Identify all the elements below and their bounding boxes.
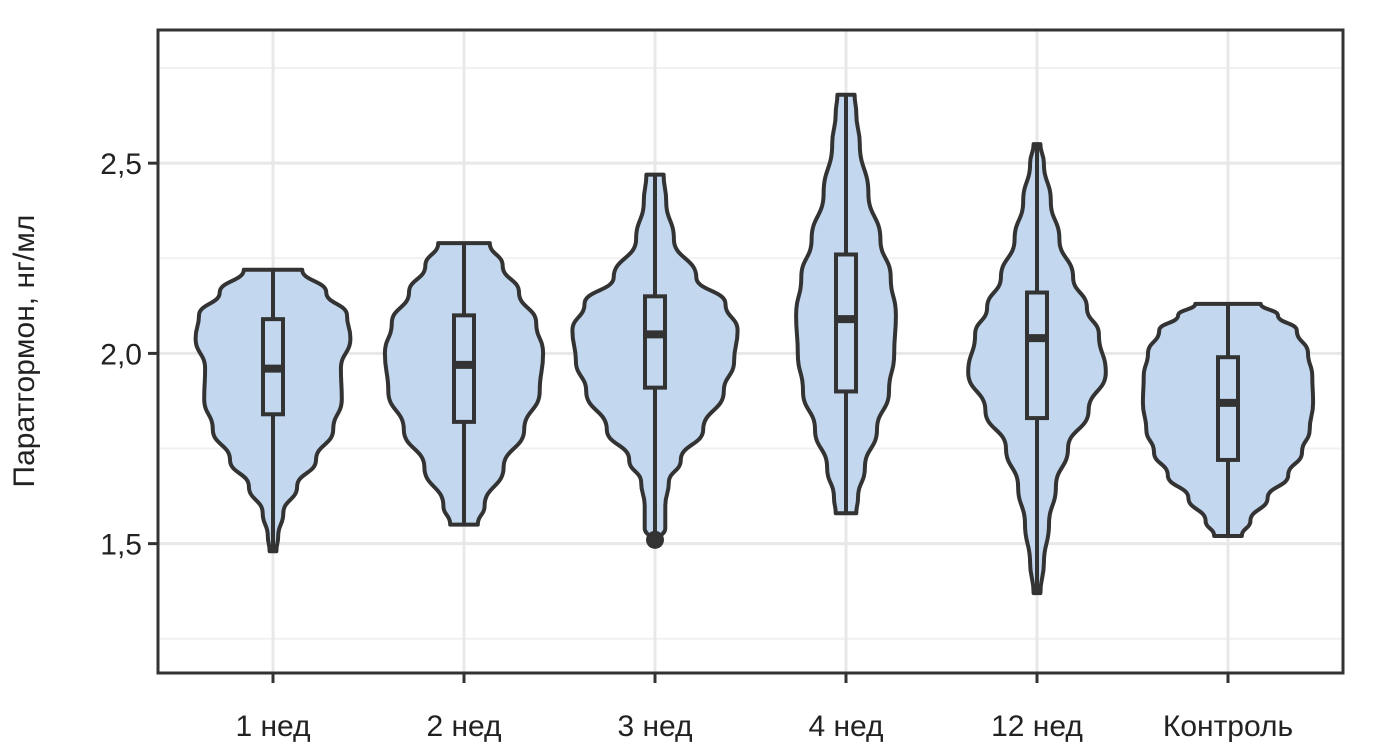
violin-shape <box>382 241 546 527</box>
plot-panel-border <box>156 28 1345 675</box>
y-tick-label: 2,5 <box>100 148 142 181</box>
x-tick-label: 4 нед <box>808 710 883 743</box>
violin-group-2 <box>570 172 740 549</box>
y-axis: 1,5 2,0 2,5 <box>100 148 158 562</box>
iqr-box <box>1025 290 1049 421</box>
outlier-point-0 <box>646 530 664 549</box>
violin-group-3 <box>794 92 898 516</box>
violin-group-5 <box>1140 301 1316 538</box>
y-tick-label: 2,0 <box>100 338 142 371</box>
x-axis: 1 нед 2 нед 3 нед 4 нед 12 нед Контроль <box>235 673 1293 743</box>
violin-shape <box>1140 301 1316 538</box>
iqr-box <box>1216 355 1240 462</box>
x-tick-label: 2 нед <box>426 710 501 743</box>
violin-shape <box>966 142 1108 596</box>
violins <box>193 92 1316 596</box>
violin-group-1 <box>382 241 546 527</box>
x-tick-label: Контроль <box>1163 710 1293 743</box>
violin-group-4 <box>966 142 1108 596</box>
y-axis-title: Паратгормон, нг/мл <box>8 215 41 488</box>
violin-shape <box>193 267 353 554</box>
x-tick-label: 3 нед <box>617 710 692 743</box>
y-tick-label: 1,5 <box>100 529 142 562</box>
x-tick-label: 12 нед <box>991 710 1083 743</box>
iqr-box <box>643 294 667 390</box>
violin-group-0 <box>193 267 353 554</box>
x-tick-label: 1 нед <box>235 710 310 743</box>
